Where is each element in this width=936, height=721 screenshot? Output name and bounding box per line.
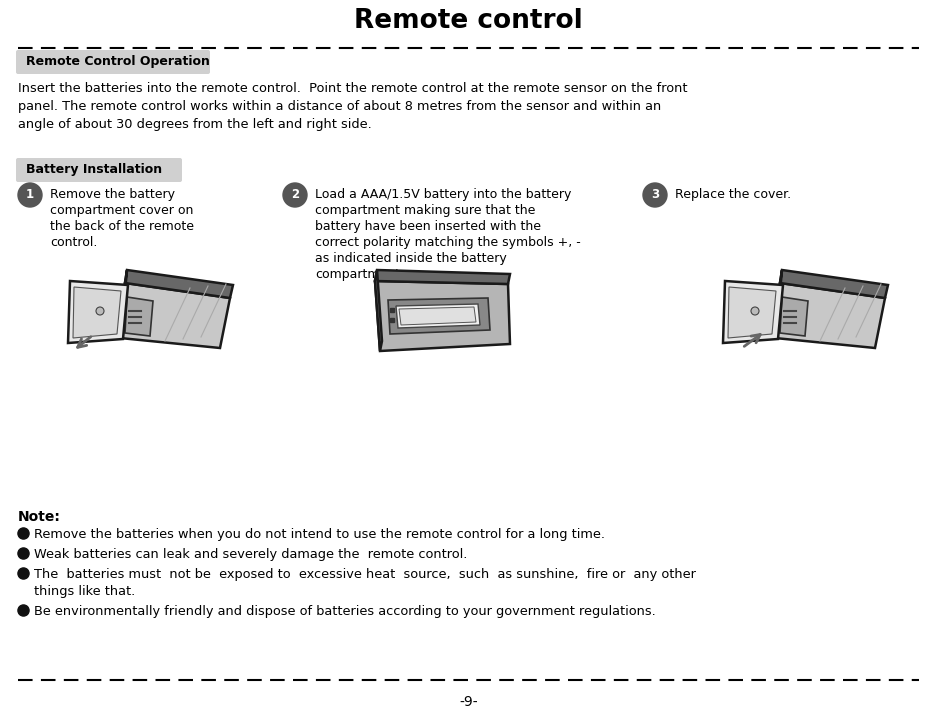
- Text: compartment cover on: compartment cover on: [50, 204, 193, 217]
- Text: Remote Control Operation: Remote Control Operation: [26, 56, 210, 68]
- Polygon shape: [124, 297, 153, 336]
- Text: Replace the cover.: Replace the cover.: [674, 188, 790, 201]
- Text: as indicated inside the battery: as indicated inside the battery: [314, 252, 506, 265]
- Polygon shape: [774, 270, 782, 338]
- Text: -9-: -9-: [459, 695, 477, 709]
- Polygon shape: [120, 270, 127, 338]
- Polygon shape: [396, 304, 479, 328]
- Text: Battery Installation: Battery Installation: [26, 164, 162, 177]
- Polygon shape: [374, 270, 509, 284]
- Polygon shape: [723, 281, 782, 343]
- Polygon shape: [374, 281, 509, 351]
- Text: things like that.: things like that.: [34, 585, 135, 598]
- Polygon shape: [120, 283, 229, 348]
- Text: 3: 3: [651, 188, 658, 201]
- Polygon shape: [73, 287, 121, 338]
- Text: Remove the battery: Remove the battery: [50, 188, 175, 201]
- Text: 1: 1: [26, 188, 34, 201]
- Polygon shape: [68, 281, 128, 343]
- Circle shape: [95, 307, 104, 315]
- Text: control.: control.: [50, 236, 97, 249]
- Text: angle of about 30 degrees from the left and right side.: angle of about 30 degrees from the left …: [18, 118, 372, 131]
- Polygon shape: [374, 270, 382, 351]
- Polygon shape: [779, 297, 807, 336]
- Text: compartment.: compartment.: [314, 268, 403, 281]
- Polygon shape: [774, 283, 885, 348]
- Text: Be environmentally friendly and dispose of batteries according to your governmen: Be environmentally friendly and dispose …: [34, 605, 655, 618]
- Circle shape: [283, 183, 307, 207]
- FancyBboxPatch shape: [16, 50, 210, 74]
- Polygon shape: [779, 270, 887, 298]
- Text: panel. The remote control works within a distance of about 8 metres from the sen: panel. The remote control works within a…: [18, 100, 661, 113]
- Polygon shape: [727, 287, 775, 338]
- Text: The  batteries must  not be  exposed to  excessive heat  source,  such  as sunsh: The batteries must not be exposed to exc…: [34, 568, 695, 581]
- Polygon shape: [399, 307, 475, 325]
- Circle shape: [750, 307, 758, 315]
- Text: 2: 2: [290, 188, 299, 201]
- Text: Note:: Note:: [18, 510, 61, 524]
- Text: correct polarity matching the symbols +, -: correct polarity matching the symbols +,…: [314, 236, 580, 249]
- Text: the back of the remote: the back of the remote: [50, 220, 194, 233]
- Text: battery have been inserted with the: battery have been inserted with the: [314, 220, 540, 233]
- Polygon shape: [124, 270, 233, 298]
- Text: Remove the batteries when you do not intend to use the remote control for a long: Remove the batteries when you do not int…: [34, 528, 605, 541]
- Circle shape: [18, 183, 42, 207]
- Text: Remote control: Remote control: [354, 8, 582, 34]
- Text: compartment making sure that the: compartment making sure that the: [314, 204, 534, 217]
- Circle shape: [642, 183, 666, 207]
- FancyBboxPatch shape: [16, 158, 182, 182]
- Text: Insert the batteries into the remote control.  Point the remote control at the r: Insert the batteries into the remote con…: [18, 82, 687, 95]
- Text: Load a AAA/1.5V battery into the battery: Load a AAA/1.5V battery into the battery: [314, 188, 571, 201]
- Polygon shape: [388, 298, 490, 334]
- Text: Weak batteries can leak and severely damage the  remote control.: Weak batteries can leak and severely dam…: [34, 548, 467, 561]
